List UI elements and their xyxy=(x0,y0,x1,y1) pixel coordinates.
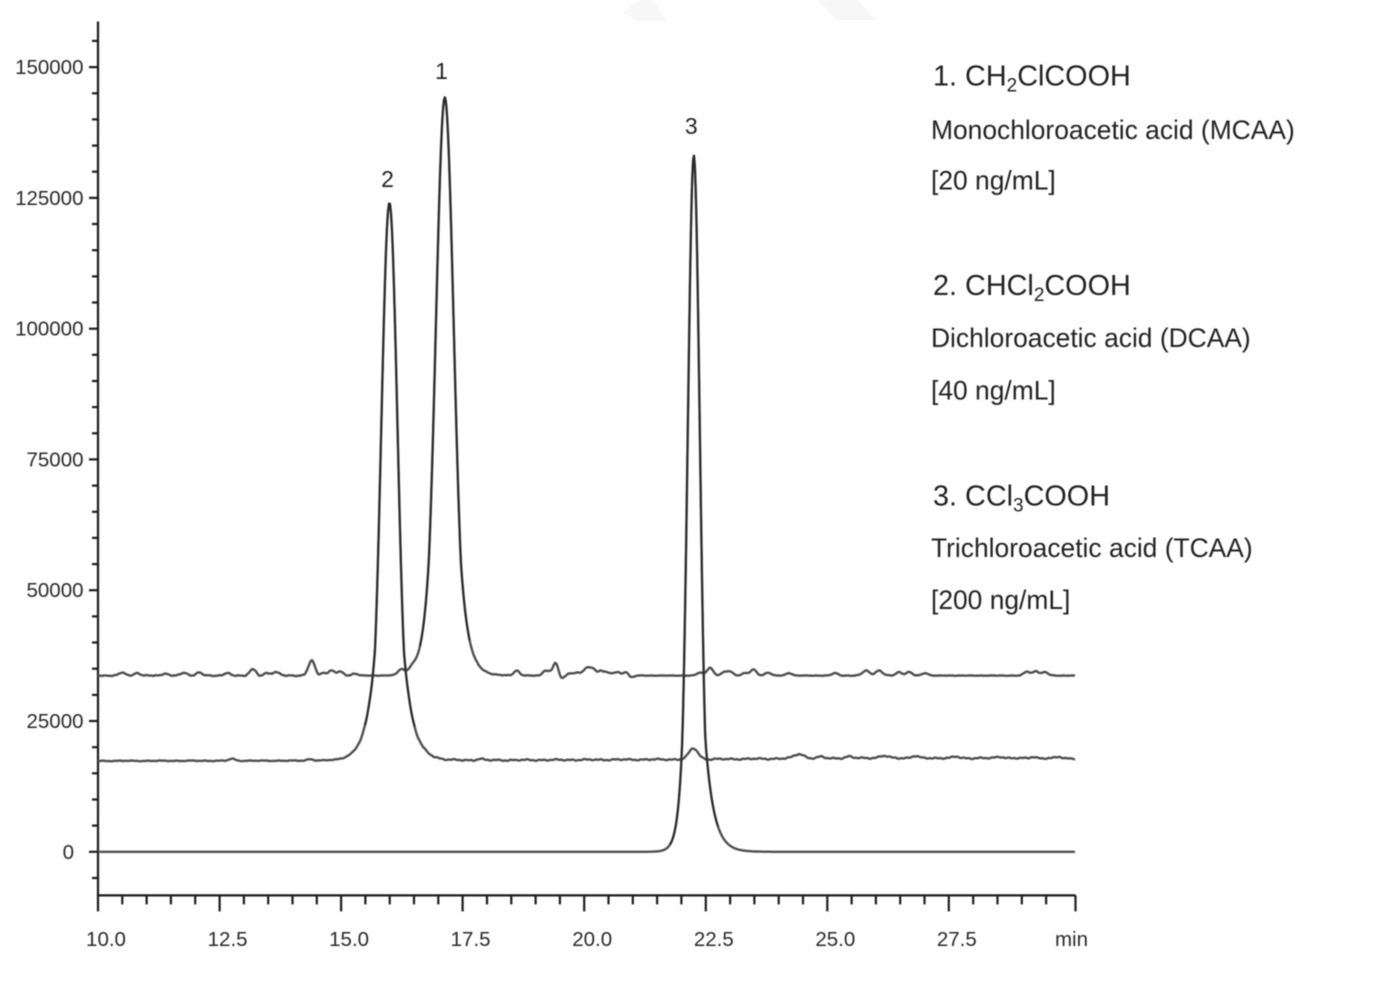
svg-text:1. CH2ClCOOH: 1. CH2ClCOOH xyxy=(933,60,1131,96)
svg-text:25000: 25000 xyxy=(26,710,83,733)
svg-text:[200 ng/mL]: [200 ng/mL] xyxy=(931,585,1070,615)
svg-text:[40 ng/mL]: [40 ng/mL] xyxy=(931,375,1056,405)
svg-text:22.5: 22.5 xyxy=(694,928,734,951)
svg-text:10.0: 10.0 xyxy=(86,928,126,951)
svg-text:27.5: 27.5 xyxy=(937,928,977,951)
svg-text:Monochloroacetic acid (MCAA): Monochloroacetic acid (MCAA) xyxy=(931,115,1295,145)
svg-text:1: 1 xyxy=(435,58,448,84)
svg-text:12.5: 12.5 xyxy=(208,928,248,951)
svg-text:125000: 125000 xyxy=(15,187,83,210)
svg-text:3: 3 xyxy=(685,113,698,139)
svg-text:100000: 100000 xyxy=(15,318,83,341)
svg-text:3. CCl3COOH: 3. CCl3COOH xyxy=(933,480,1110,516)
svg-text:0: 0 xyxy=(63,841,74,864)
svg-text:17.5: 17.5 xyxy=(451,928,491,951)
svg-text:[20 ng/mL]: [20 ng/mL] xyxy=(931,166,1056,196)
svg-text:2. CHCl2COOH: 2. CHCl2COOH xyxy=(933,270,1131,306)
svg-text:150000: 150000 xyxy=(15,56,83,79)
svg-text:15.0: 15.0 xyxy=(329,928,369,951)
svg-text:25.0: 25.0 xyxy=(815,928,855,951)
svg-text:20.0: 20.0 xyxy=(572,928,612,951)
svg-text:min: min xyxy=(1055,928,1088,951)
svg-text:2: 2 xyxy=(381,166,394,192)
svg-text:Trichloroacetic acid (TCAA): Trichloroacetic acid (TCAA) xyxy=(931,533,1253,563)
svg-text:Dichloroacetic acid (DCAA): Dichloroacetic acid (DCAA) xyxy=(931,323,1251,353)
svg-text:75000: 75000 xyxy=(26,448,83,471)
svg-text:50000: 50000 xyxy=(26,579,83,602)
